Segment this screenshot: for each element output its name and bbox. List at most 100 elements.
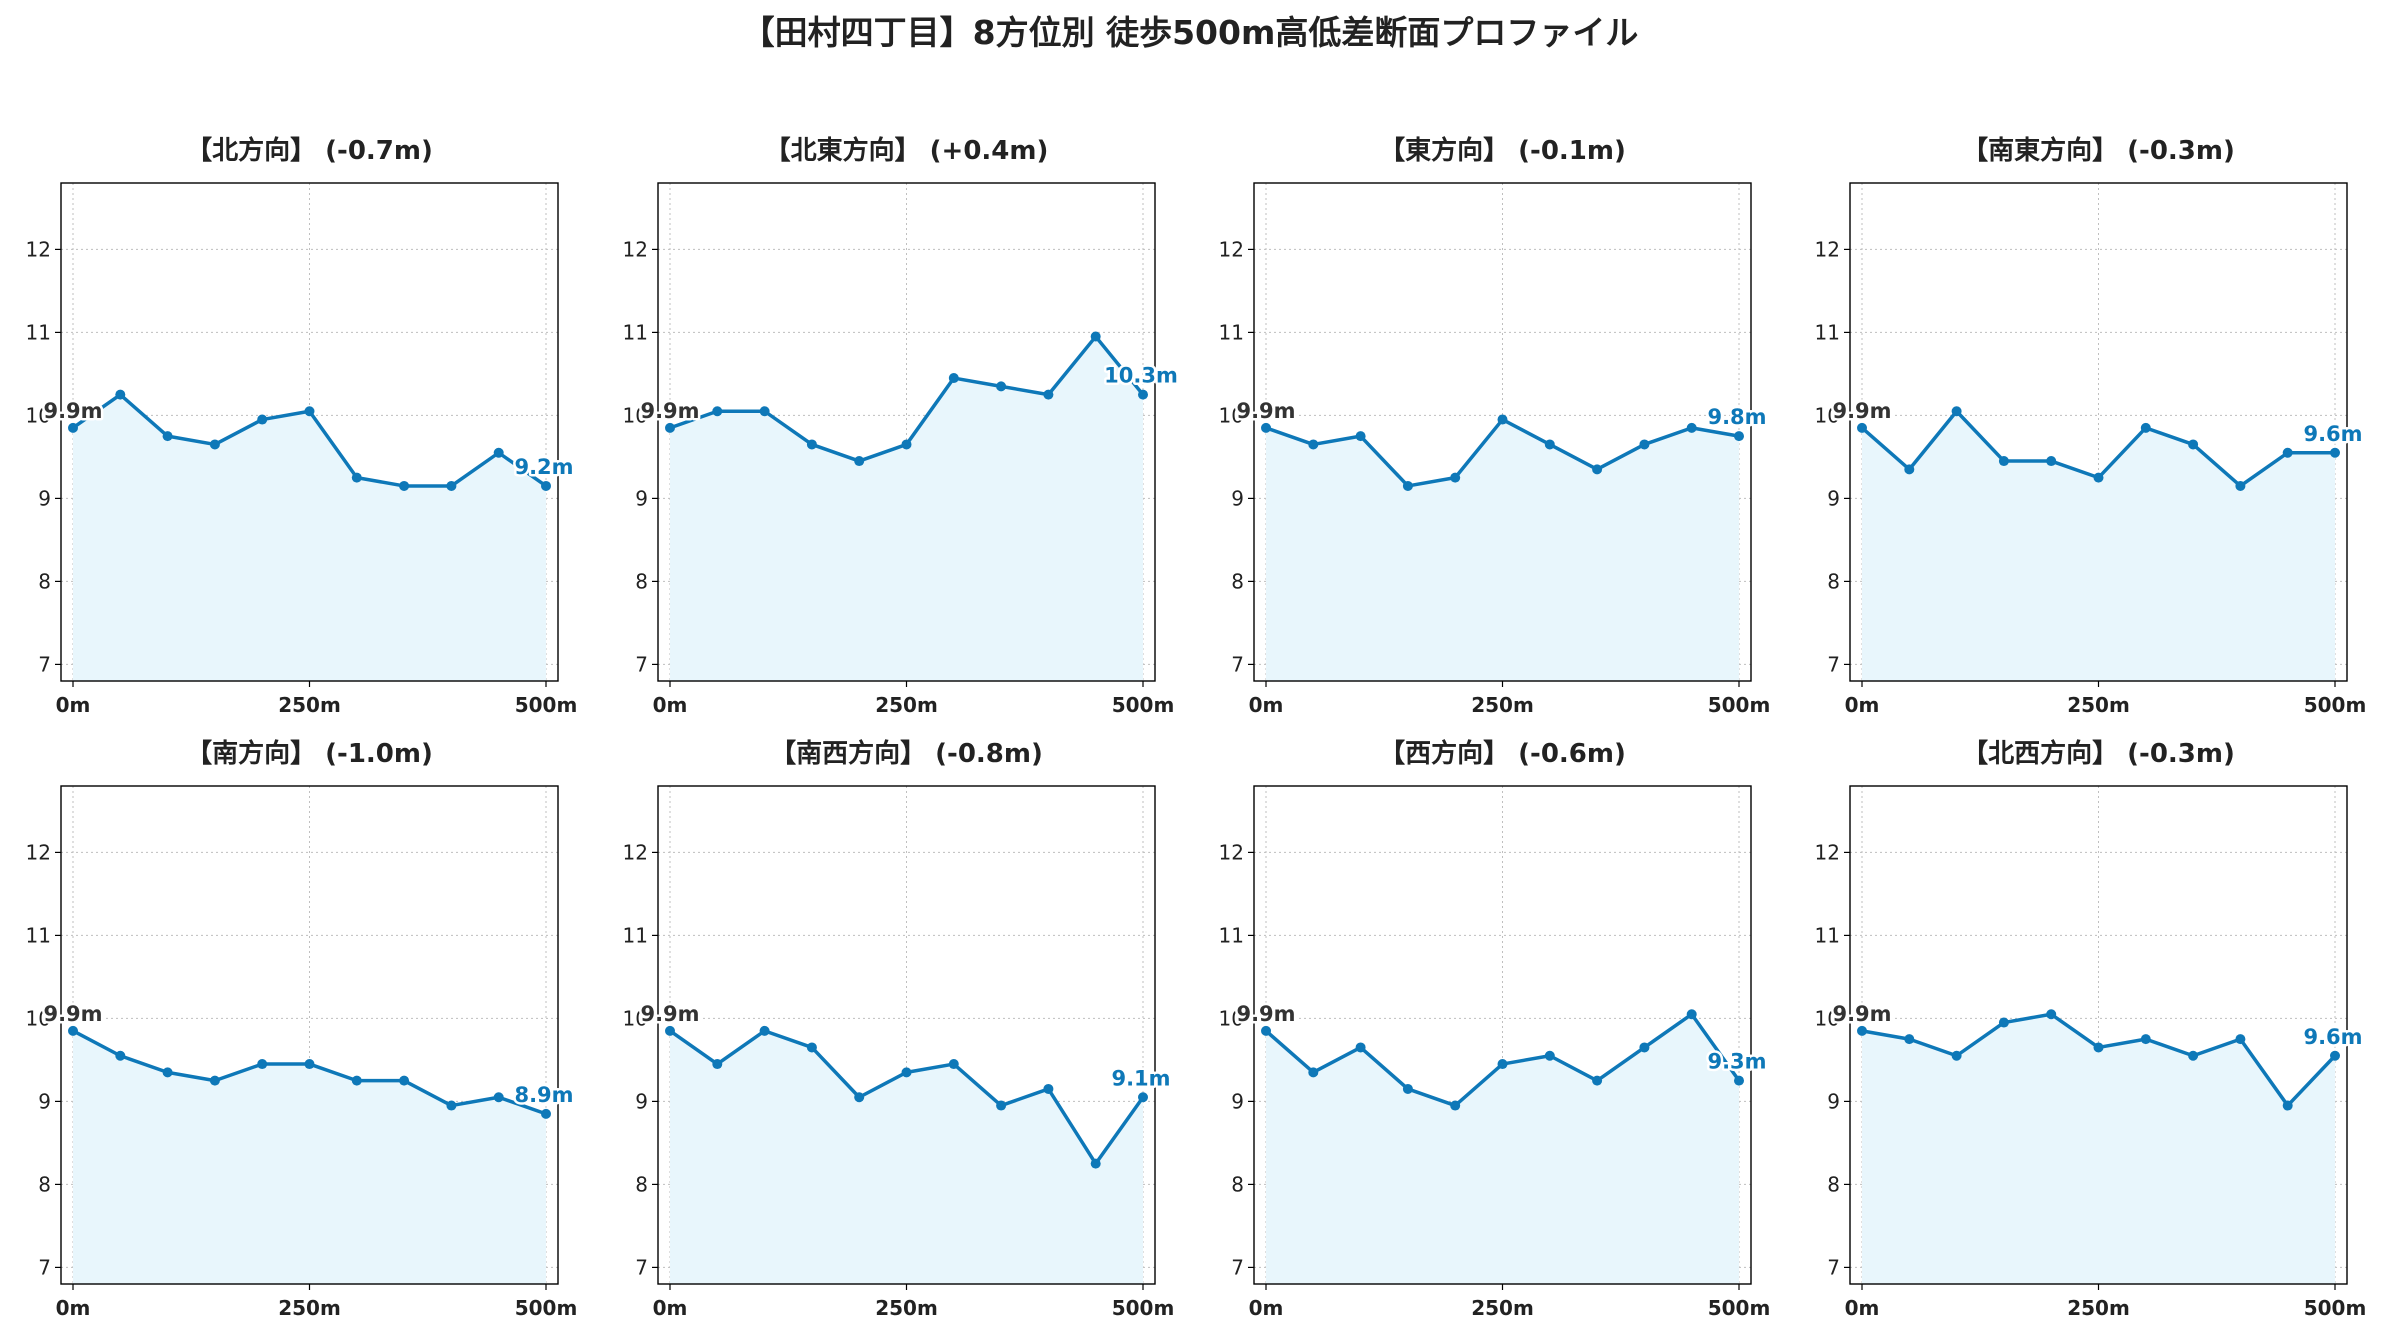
- y-tick-label: 9: [38, 486, 51, 510]
- data-point: [1857, 422, 1867, 433]
- y-tick-label: 9: [635, 1089, 648, 1113]
- panel-title: 【北西方向】 (-0.3m): [1962, 738, 2235, 769]
- data-point: [68, 1025, 78, 1036]
- x-tick-label: 500m: [515, 693, 578, 717]
- data-point: [1402, 1083, 1413, 1094]
- area-fill: [1266, 1014, 1739, 1284]
- y-tick-label: 7: [635, 1255, 648, 1279]
- data-point: [1308, 1067, 1319, 1078]
- y-tick-label: 10: [26, 1006, 51, 1030]
- data-point: [162, 431, 173, 442]
- data-point: [1261, 1025, 1271, 1036]
- data-point: [2330, 1050, 2340, 1061]
- data-point: [1355, 1042, 1366, 1053]
- y-tick-label: 10: [1815, 403, 1840, 427]
- data-point: [1857, 1025, 1867, 1036]
- y-tick-label: 12: [623, 237, 648, 261]
- data-point: [1043, 1083, 1054, 1094]
- area-fill: [73, 394, 546, 681]
- y-tick-label: 8: [1827, 1172, 1840, 1196]
- y-tick-label: 11: [1815, 320, 1840, 344]
- data-point: [493, 1092, 504, 1103]
- x-tick-label: 500m: [1112, 693, 1175, 717]
- x-tick-label: 250m: [278, 1296, 341, 1320]
- x-tick-label: 0m: [653, 693, 688, 717]
- area-fill: [1862, 411, 2335, 681]
- y-tick-label: 12: [1815, 840, 1840, 864]
- panel-1: 【北方向】 (-0.7m) 7 8 9 10 11 12 0m 250m 500m 9.9m 9.2m: [26, 135, 578, 717]
- y-tick-label: 12: [26, 840, 51, 864]
- y-tick-label: 7: [1231, 652, 1244, 676]
- y-tick-label: 10: [623, 403, 648, 427]
- data-point: [399, 480, 410, 491]
- data-point: [1497, 1059, 1508, 1070]
- data-point: [2093, 1042, 2104, 1053]
- data-point: [712, 1059, 723, 1070]
- panel-8: 【北西方向】 (-0.3m) 7 8 9 10 11 12 0m 250m 500m 9.9m 9.6…: [1815, 738, 2367, 1320]
- data-point: [1261, 422, 1271, 433]
- end-value-label: 8.9m: [514, 1083, 573, 1107]
- panel-6: 【南西方向】 (-0.8m) 7 8 9 10 11 12 0m 250m 500m 9.9m 9.1…: [623, 738, 1175, 1320]
- data-point: [304, 1059, 315, 1070]
- data-point: [1998, 1017, 2009, 1028]
- y-tick-label: 11: [26, 923, 51, 947]
- data-point: [854, 1092, 865, 1103]
- x-tick-label: 500m: [515, 1296, 578, 1320]
- data-point: [901, 439, 912, 450]
- y-tick-label: 8: [1827, 569, 1840, 593]
- data-point: [1308, 439, 1319, 450]
- end-value-label: 9.3m: [1707, 1050, 1766, 1074]
- x-tick-label: 500m: [1708, 693, 1771, 717]
- y-tick-label: 7: [38, 652, 51, 676]
- data-point: [806, 439, 817, 450]
- y-tick-label: 9: [1827, 1089, 1840, 1113]
- figure-title: 【田村四丁目】8方位別 徒歩500m高低差断面プロファイル: [742, 13, 1639, 52]
- x-tick-label: 500m: [1112, 1296, 1175, 1320]
- data-point: [1043, 389, 1054, 400]
- y-tick-label: 9: [1231, 1089, 1244, 1113]
- y-tick-label: 7: [1827, 1255, 1840, 1279]
- data-point: [1497, 414, 1508, 425]
- y-tick-label: 11: [1219, 923, 1244, 947]
- data-point: [115, 1050, 126, 1061]
- y-tick-label: 9: [1827, 486, 1840, 510]
- panel-title: 【西方向】 (-0.6m): [1379, 738, 1626, 769]
- data-point: [854, 456, 865, 467]
- end-value-label: 9.6m: [2303, 1025, 2362, 1049]
- data-point: [1090, 331, 1101, 342]
- data-point: [1592, 464, 1603, 475]
- x-tick-label: 0m: [1249, 693, 1284, 717]
- end-value-label: 9.8m: [1707, 405, 1766, 429]
- data-point: [2188, 439, 2199, 450]
- data-point: [399, 1075, 410, 1086]
- data-point: [1951, 406, 1962, 417]
- x-tick-label: 250m: [2067, 693, 2130, 717]
- panel-5: 【南方向】 (-1.0m) 7 8 9 10 11 12 0m 250m 500m 9.9m 8.9m: [26, 738, 578, 1320]
- start-value-label: 9.9m: [640, 399, 699, 423]
- data-point: [712, 406, 723, 417]
- data-point: [948, 373, 959, 384]
- data-point: [162, 1067, 173, 1078]
- y-tick-label: 7: [1827, 652, 1840, 676]
- area-fill: [670, 336, 1143, 681]
- data-point: [446, 480, 457, 491]
- y-tick-label: 11: [1219, 320, 1244, 344]
- data-point: [257, 1059, 268, 1070]
- x-tick-label: 0m: [653, 1296, 688, 1320]
- y-tick-label: 7: [38, 1255, 51, 1279]
- start-value-label: 9.9m: [1236, 1002, 1295, 1026]
- panels: 【北方向】 (-0.7m) 7 8 9 10 11 12 0m 250m 500m 9.9m 9.2m…: [26, 135, 2367, 1320]
- data-point: [996, 1100, 1007, 1111]
- data-point: [1544, 439, 1555, 450]
- y-tick-label: 12: [26, 237, 51, 261]
- y-tick-label: 12: [1815, 237, 1840, 261]
- data-point: [1402, 480, 1413, 491]
- y-tick-label: 12: [1219, 840, 1244, 864]
- data-point: [2188, 1050, 2199, 1061]
- y-tick-label: 10: [1219, 1006, 1244, 1030]
- data-point: [304, 406, 315, 417]
- y-tick-label: 8: [38, 1172, 51, 1196]
- start-value-label: 9.9m: [43, 1002, 102, 1026]
- data-point: [541, 480, 551, 491]
- y-tick-label: 12: [1219, 237, 1244, 261]
